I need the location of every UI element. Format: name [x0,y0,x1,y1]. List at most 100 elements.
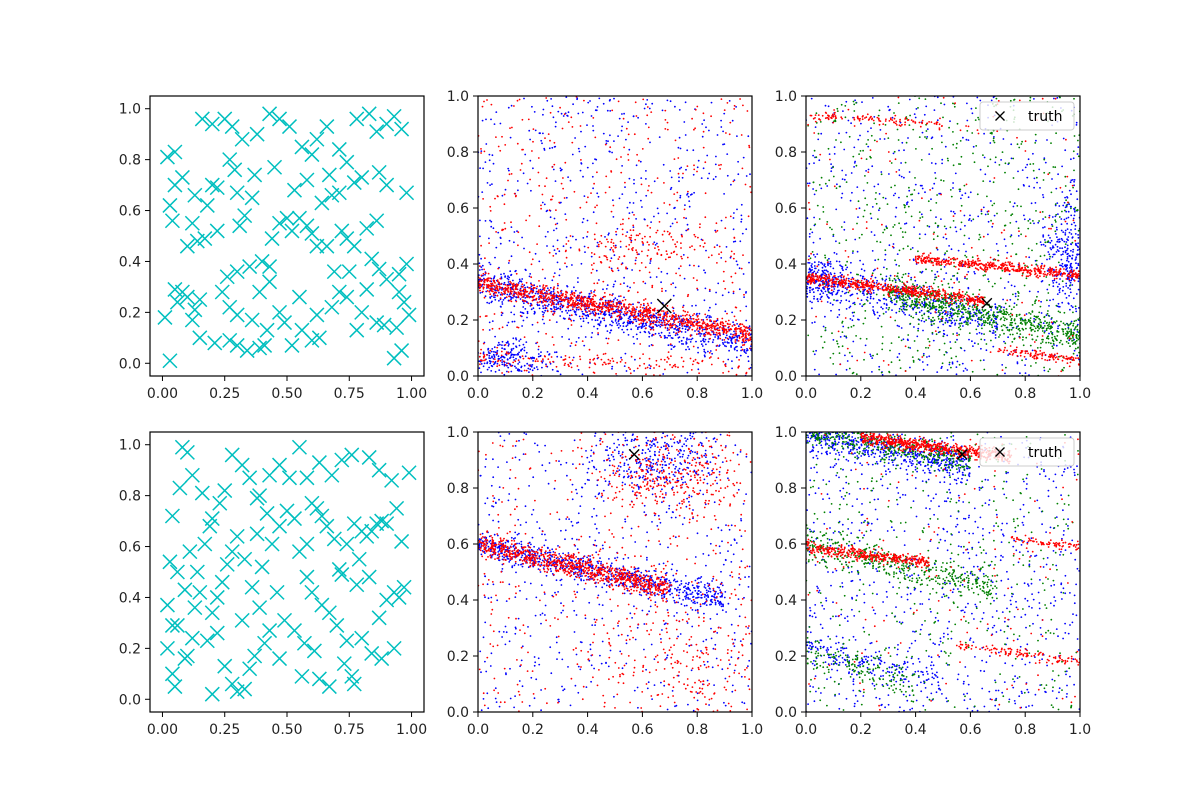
sample-dot [488,329,491,331]
sample-dot [1010,234,1013,237]
sample-dot [1047,251,1050,253]
sample-dot [563,364,566,366]
sample-dot [495,231,497,233]
sample-dot [700,324,702,327]
sample-dot [702,320,705,323]
sample-dot [708,288,711,291]
sample-dot [491,183,493,186]
sample-dot [645,324,648,327]
sample-dot [574,302,576,305]
sample-dot [888,244,891,247]
sample-dot [832,339,835,341]
sample-dot [548,251,551,254]
sample-dot [611,151,613,154]
sample-dot [635,333,638,336]
sample-dot [674,105,676,108]
sample-dot [723,339,726,341]
sample-dot [1073,214,1076,217]
sample-dot [565,96,568,98]
sample-dot [553,217,556,220]
sample-dot [1010,157,1013,160]
sample-point [157,309,173,325]
sample-dot [847,282,850,285]
sample-dot [633,179,635,181]
sample-dot [732,290,735,293]
sample-dot [621,228,624,231]
sample-dot [717,357,720,360]
sample-dot [843,228,846,231]
sample-dot [514,365,516,368]
sample-dot [737,325,740,328]
sample-dot [840,196,843,199]
sample-dot [913,326,915,328]
sample-dot [588,348,591,351]
sample-dot [482,272,485,275]
sample-dot [548,293,551,295]
sample-dot [1058,205,1061,207]
sample-dot [483,362,486,365]
sample-dot [684,101,687,104]
sample-dot [692,345,695,348]
sample-dot [978,331,981,334]
sample-dot [1075,258,1077,260]
sample-dot [1034,142,1037,144]
sample-dot [707,350,709,353]
sample-dot [1007,336,1009,339]
sample-dot [569,300,571,302]
sample-dot [623,314,626,317]
sample-dot [634,310,637,312]
sample-dot [648,357,651,360]
sample-dot [693,128,695,131]
sample-dot [635,234,638,237]
sample-dot [606,109,609,112]
sample-dot [740,326,742,329]
sample-dot [620,356,622,359]
sample-dot [513,291,516,293]
sample-dot [541,318,544,321]
sample-dot [605,306,608,309]
sample-dot [617,305,620,308]
sample-dot [542,315,545,318]
sample-dot [664,290,667,292]
sample-dot [1071,277,1073,280]
sample-dot [498,357,501,360]
sample-dot [983,339,986,341]
sample-dot [640,183,643,186]
sample-dot [493,313,496,315]
sample-dot [515,300,518,303]
sample-dot [568,314,571,317]
sample-dot [604,245,607,248]
sample-dot [580,300,583,302]
sample-dot [864,344,867,347]
sample-dot [501,228,504,231]
sample-dot [530,304,533,307]
sample-dot [583,99,585,102]
sample-dot [603,319,606,322]
sample-dot [482,352,485,355]
sample-dot [525,269,527,272]
sample-dot [857,216,859,219]
sample-dot [892,243,895,245]
sample-dot [604,299,607,302]
sample-dot [528,364,531,367]
sample-dot [515,286,517,288]
sample-dot [645,103,647,106]
sample-dot [908,189,911,192]
sample-dot [682,254,685,256]
sample-dot [645,373,647,376]
sample-dot [656,319,658,322]
sample-dot [603,312,605,315]
sample-dot [682,360,685,363]
sample-dot [539,290,542,293]
sample-point [204,116,220,132]
sample-dot [738,288,741,291]
sample-dot [888,173,890,175]
sample-dot [696,289,699,291]
sample-dot [1053,97,1055,100]
sample-dot [490,277,493,280]
sample-dot [723,112,726,115]
sample-dot [839,271,842,274]
sample-dot [499,359,502,362]
sample-dot [983,156,986,159]
sample-dot [516,99,519,102]
